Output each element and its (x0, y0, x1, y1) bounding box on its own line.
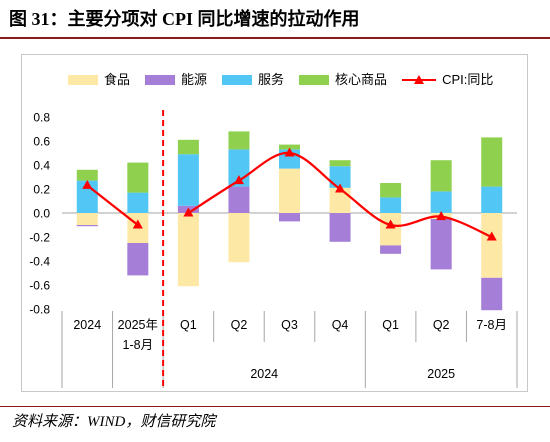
legend-item-2: 服务 (222, 73, 284, 87)
cpi-point-4 (284, 147, 295, 157)
legend-label: 能源 (181, 72, 208, 87)
legend-item-3: 核心商品 (299, 73, 387, 87)
category-group-label: 2025 (427, 367, 455, 381)
legend-item-4: CPI:同比 (402, 73, 493, 87)
category-axis: 2024 2025年 1-8月 Q1 Q2 Q3 Q4 Q1 Q2 7-8月 2024 2025 (61, 311, 518, 388)
bar-segment-s0-c0 (76, 213, 98, 225)
bar-segment-s0-c6 (380, 213, 402, 246)
category-label: Q4 (332, 318, 349, 332)
bar-segment-s3-c8 (481, 137, 503, 187)
bar-segment-s0-c8 (481, 213, 503, 278)
bar-segment-s2-c1 (127, 192, 149, 213)
bar-segment-s1-c1 (127, 243, 149, 276)
cpi-point-8 (486, 231, 497, 241)
bar-segment-s0-c4 (279, 168, 300, 213)
bar-segment-s1-c5 (329, 213, 351, 242)
cpi-point-6 (385, 219, 396, 229)
category-label: 1-8月 (123, 338, 154, 352)
y-tick-label: -0.2 (29, 231, 50, 245)
legend-label: 核心商品 (335, 72, 388, 87)
cpi-point-0 (82, 179, 93, 189)
bar-segment-s3-c0 (76, 169, 98, 181)
legend-triangle-marker (414, 75, 425, 84)
bar-segment-s1-c3 (228, 186, 250, 213)
category-label: Q2 (231, 318, 248, 332)
cpi-point-3 (233, 175, 244, 185)
category-label: Q1 (180, 318, 197, 332)
bar-segment-s2-c5 (329, 166, 351, 188)
category-label: 7-8月 (476, 318, 507, 332)
bar-segment-s2-c6 (380, 197, 402, 213)
source-note: 资料来源：WIND，财信研究院 (12, 414, 216, 430)
legend-swatch (299, 75, 330, 85)
bar-segment-s1-c8 (481, 277, 503, 311)
title-rule (0, 37, 550, 39)
y-tick-label: 0.8 (33, 111, 50, 125)
category-label: 2025年 (118, 318, 158, 332)
bar-segment-s3-c7 (430, 160, 452, 192)
category-group-label: 2024 (250, 367, 278, 381)
cpi-point-5 (335, 183, 346, 193)
y-tick-label: -0.6 (29, 279, 50, 293)
legend-line-swatch (402, 75, 437, 84)
legend-label: CPI:同比 (442, 72, 494, 87)
bar-segment-s1-c4 (279, 213, 300, 222)
bar-segment-s0-c2 (177, 213, 199, 287)
y-tick-label: 0.0 (33, 207, 50, 221)
cpi-line-layer (82, 147, 497, 241)
y-tick-label: 0.6 (33, 135, 50, 149)
chart-frame (21, 54, 528, 392)
y-tick-label: 0.4 (33, 159, 50, 173)
bar-segment-s3-c6 (380, 183, 402, 198)
y-axis-tick-labels: 0.8 0.6 0.4 0.2 0.0 -0.2 -0.4 -0.6 -0.8 (29, 111, 50, 317)
figure-title: 图 31：主要分项对 CPI 同比增速的拉动作用 (9, 9, 360, 29)
legend-item-0: 食品 (68, 73, 130, 87)
legend-label: 食品 (104, 72, 131, 87)
bar-segment-s3-c3 (228, 131, 250, 150)
category-label: 2024 (73, 318, 101, 332)
bars-layer (76, 131, 503, 311)
source-rule (0, 406, 550, 407)
bar-segment-s3-c5 (329, 160, 351, 167)
category-label: Q1 (382, 318, 399, 332)
y-tick-label: -0.8 (29, 303, 50, 317)
legend-label: 服务 (258, 72, 285, 87)
bar-segment-s0-c3 (228, 213, 250, 263)
bar-segment-s3-c4 (279, 144, 300, 150)
category-label: Q3 (281, 318, 298, 332)
bar-segment-s1-c6 (380, 245, 402, 254)
bar-segment-s3-c1 (127, 162, 149, 193)
bar-segment-s1-c0 (76, 225, 98, 227)
legend-swatch (68, 75, 98, 85)
y-tick-label: -0.4 (29, 255, 50, 269)
chart-legend: 食品 能源 服务 核心商品 CPI:同比 (68, 73, 493, 87)
cpi-point-7 (436, 211, 447, 221)
bar-segment-s2-c7 (430, 191, 452, 213)
bar-segment-s2-c2 (177, 154, 199, 206)
legend-item-1: 能源 (145, 73, 207, 87)
bar-segment-s1-c7 (430, 219, 452, 270)
category-label: Q2 (433, 318, 450, 332)
legend-swatch (222, 75, 253, 85)
bar-segment-s2-c8 (481, 186, 503, 213)
cpi-point-1 (132, 219, 143, 229)
bar-segment-s3-c2 (177, 139, 199, 155)
cpi-point-2 (183, 207, 194, 217)
legend-swatch (145, 75, 176, 85)
y-tick-label: 0.2 (33, 183, 50, 197)
